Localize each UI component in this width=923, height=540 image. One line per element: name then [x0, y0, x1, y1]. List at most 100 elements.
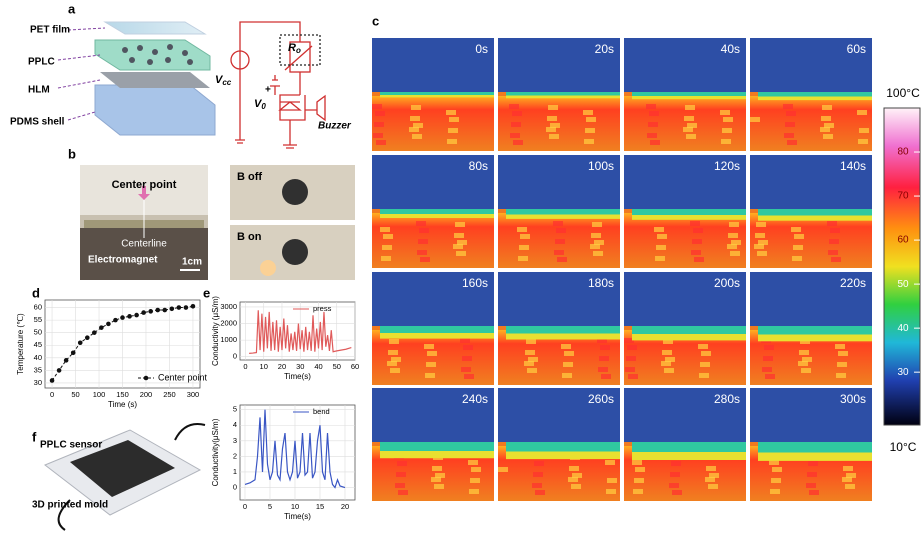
thermal-spot — [664, 368, 674, 373]
thermal-spot — [686, 134, 696, 139]
time-label: 0s — [475, 42, 488, 56]
thermal-spot — [635, 467, 645, 472]
thermal-spot — [624, 338, 634, 343]
thermal-spot — [692, 239, 702, 244]
thermal-spot — [533, 472, 543, 477]
circuit — [230, 21, 326, 149]
thermal-spot — [448, 128, 458, 133]
thermal-spot — [457, 240, 467, 245]
thermal-spot — [469, 489, 479, 494]
thermal-spot — [426, 362, 436, 367]
panel-label: d — [32, 285, 40, 300]
thermal-spot — [460, 338, 470, 343]
circuit-label: V — [254, 98, 263, 110]
thermal-grid: 0s 20s 40s 60s 80s 100s 120s 140s 160s 180s 200s 22… — [372, 38, 872, 501]
thermal-spot — [831, 257, 841, 262]
y-tick-label: 60 — [34, 303, 42, 312]
thermal-spot — [843, 466, 853, 471]
thermal-spot — [397, 461, 407, 466]
thermal-strip — [380, 209, 494, 214]
point — [70, 350, 76, 356]
thermal-spot — [571, 484, 581, 489]
thermal-strip — [380, 451, 494, 459]
thermal-spot — [700, 362, 710, 367]
thermal-image: 80s — [372, 155, 494, 268]
thermal-spot — [601, 374, 611, 379]
thermal-spot — [420, 257, 430, 262]
point — [106, 321, 111, 327]
thermal-spot — [836, 373, 846, 378]
layer-label: PDMS shell — [10, 117, 65, 128]
thermal-spot — [546, 127, 556, 132]
thermal-spot — [845, 484, 855, 489]
thermal-spot — [708, 484, 718, 489]
thermal-spot — [722, 128, 732, 133]
thermal-cold — [498, 388, 620, 442]
circuit-label: Ro — [288, 42, 301, 55]
thermal-spot — [387, 361, 397, 366]
line — [244, 409, 346, 489]
y-tick-label: 35 — [34, 365, 42, 374]
thermal-spot — [683, 127, 693, 132]
thermal-strip — [758, 96, 872, 101]
thermal-image: 200s — [624, 272, 746, 385]
thermal-spot — [846, 473, 856, 478]
thermal-spot — [859, 128, 869, 133]
thermal-spot — [798, 361, 808, 366]
time-label: 180s — [588, 276, 614, 290]
thermal-spot — [654, 227, 664, 232]
thermal-spot — [830, 228, 840, 233]
thermal-spot — [524, 361, 534, 366]
point — [134, 312, 139, 318]
thermal-spot — [633, 489, 643, 494]
y-tick-label: 0 — [233, 352, 237, 361]
x-tick-label: 0 — [243, 502, 247, 511]
time-label: 260s — [588, 392, 614, 406]
thermal-spot — [518, 256, 528, 261]
thermal-spot — [694, 257, 704, 262]
x-axis-label: Time(s) — [284, 372, 311, 381]
thermal-spot — [517, 227, 527, 232]
photo-label: B off — [237, 171, 262, 183]
colorbar-tick-label: 60 — [897, 235, 909, 246]
thermal-cold — [498, 155, 620, 209]
x-tick-label: 10 — [291, 502, 299, 511]
x-tick-label: 5 — [268, 502, 272, 511]
thermal-spot — [372, 104, 382, 109]
x-tick-label: 40 — [314, 362, 322, 371]
device-label: 3D printed mold — [32, 500, 108, 511]
circuit-label: V0 — [254, 98, 266, 111]
thermal-spot — [791, 227, 801, 232]
thermal-spot — [455, 222, 465, 227]
layer-label: HLM — [28, 85, 50, 96]
thermal-spot — [756, 222, 766, 227]
x-tick-label: 15 — [316, 502, 324, 511]
thermal-strip — [632, 452, 746, 460]
thermal-strip — [758, 334, 872, 342]
point — [127, 314, 132, 319]
thermal-spot — [447, 139, 457, 144]
point — [148, 309, 153, 314]
thermal-spot — [548, 105, 558, 110]
thermal-spot — [563, 362, 573, 367]
thermal-spot — [829, 239, 839, 244]
time-label: 100s — [588, 159, 614, 173]
thermal-spot — [464, 374, 474, 379]
thermal-spot — [380, 227, 390, 232]
thermal-spot — [382, 245, 392, 250]
thermal-cold — [498, 272, 620, 326]
thermal-spot — [424, 344, 434, 349]
x-tick-label: 50 — [333, 362, 341, 371]
layer-label: PPLC — [28, 57, 55, 68]
time-label: 40s — [721, 42, 740, 56]
thermal-spot — [594, 240, 604, 245]
thermal-spot — [390, 368, 400, 373]
thermal-spot — [375, 111, 385, 116]
thermal-spot — [649, 111, 659, 116]
thermal-strip — [506, 92, 620, 96]
y-tick-label: 4 — [233, 420, 237, 429]
point — [84, 335, 90, 341]
circuit-label: Buzzer — [318, 121, 352, 132]
thermal-spot — [794, 234, 804, 239]
